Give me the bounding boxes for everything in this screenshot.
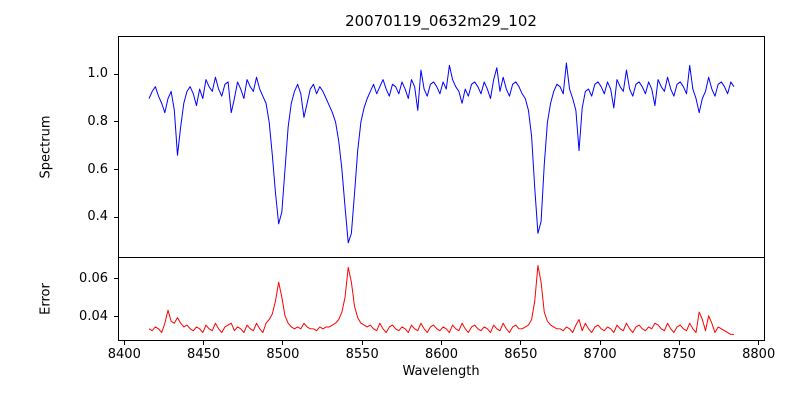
- x-tick-label: 8650: [504, 347, 538, 362]
- x-tick-label: 8800: [742, 347, 776, 362]
- x-tick-label: 8750: [662, 347, 696, 362]
- y-tick: [114, 73, 118, 75]
- y-tick: [114, 121, 118, 123]
- y-tick-label: 0.6: [87, 161, 108, 177]
- x-tick: [520, 341, 522, 345]
- x-tick-label: 8550: [345, 347, 379, 362]
- x-tick: [599, 341, 601, 345]
- y-axis-label-error: Error: [38, 283, 54, 315]
- y-tick-label: 0.04: [79, 308, 108, 324]
- y-tick: [114, 216, 118, 218]
- y-tick-label: 1.0: [87, 66, 108, 82]
- x-tick: [203, 341, 205, 345]
- error-line-plot: [148, 264, 734, 335]
- x-axis-label: Wavelength: [402, 364, 480, 379]
- error-line: [148, 264, 734, 335]
- y-tick-label: 0.8: [87, 113, 108, 129]
- x-tick: [282, 341, 284, 345]
- error-panel: [118, 258, 765, 341]
- x-tick-label: 8400: [107, 347, 141, 362]
- x-tick: [441, 341, 442, 345]
- x-tick-label: 8500: [266, 347, 300, 362]
- y-tick: [114, 278, 118, 280]
- x-tick-label: 8600: [424, 347, 459, 362]
- chart-title: 20070119_0632m29_102: [345, 12, 537, 30]
- x-tick: [123, 341, 125, 345]
- y-axis-label-spectrum: Spectrum: [38, 115, 54, 179]
- spectrum-line-plot: [148, 62, 735, 244]
- y-tick-label: 0.4: [87, 209, 108, 225]
- y-tick-label: 0.06: [79, 270, 108, 286]
- x-tick: [361, 341, 363, 345]
- x-tick-label: 8700: [583, 347, 617, 362]
- x-tick: [678, 341, 680, 345]
- spectrum-line: [148, 62, 735, 244]
- spectrum-panel: [118, 36, 765, 258]
- y-tick: [114, 316, 118, 317]
- x-tick: [758, 341, 760, 345]
- x-tick-label: 8450: [187, 347, 221, 362]
- y-tick: [114, 169, 118, 171]
